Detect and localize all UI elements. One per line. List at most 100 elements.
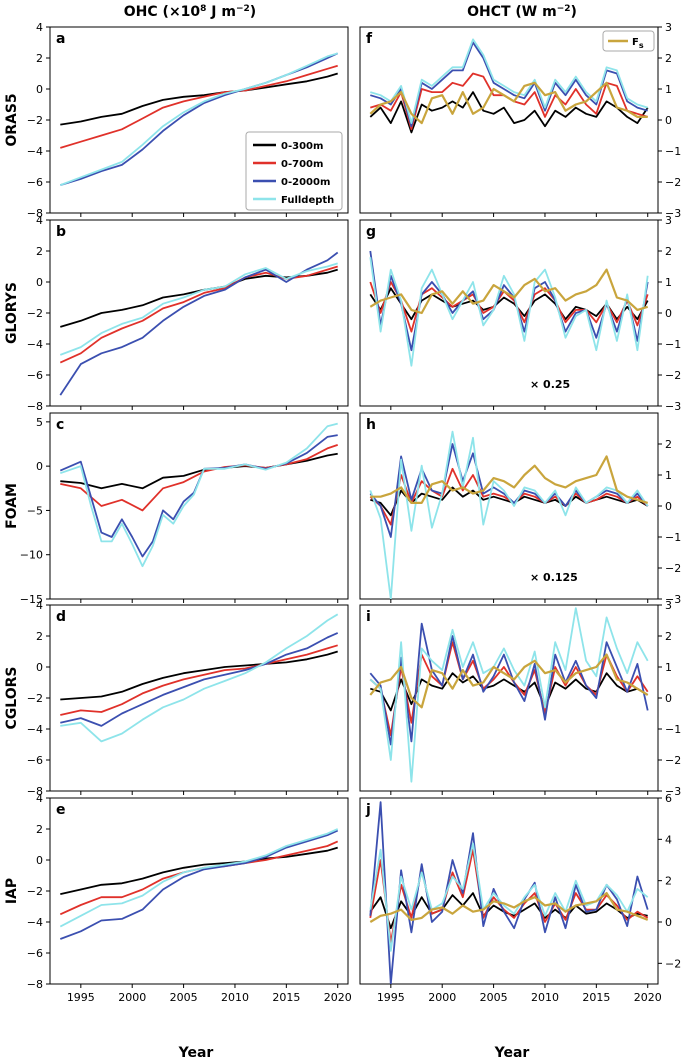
y-tick-label: 0 — [665, 916, 672, 929]
y-tick-label: 2 — [665, 245, 672, 258]
series-line-0-700m — [60, 444, 338, 512]
y-tick-label: 6 — [665, 792, 672, 805]
y-tick-label: −8 — [27, 207, 43, 220]
series-line-fulldepth — [60, 613, 339, 743]
row-label-oras5: ORAS5 — [4, 93, 20, 146]
row-label-cglors: CGLORS — [4, 667, 20, 730]
panel-label: a — [56, 31, 65, 47]
panel-f: 3 2 1 0 −1 −2 −3 f — [359, 21, 681, 220]
panel-label: h — [366, 417, 376, 433]
y-tick-label: 0 — [665, 307, 672, 320]
y-tick-label: 0 — [36, 661, 43, 674]
y-tick-label: 0 — [36, 276, 43, 289]
y-tick-label: −2 — [665, 754, 681, 767]
series-line-0-2000m — [60, 632, 339, 727]
y-tick-label: −1 — [665, 723, 681, 736]
y-tick-label: −6 — [27, 754, 43, 767]
panel-label: g — [366, 224, 376, 240]
panel-label: e — [56, 802, 66, 818]
y-tick-label: −8 — [27, 978, 43, 991]
series-line-fulldepth — [59, 52, 338, 186]
left-column-title: OHC (×108 J m−2) — [124, 4, 256, 20]
legend-label: Fs — [632, 37, 644, 50]
y-tick-label: −3 — [665, 400, 681, 413]
series-line-fulldepth — [60, 422, 338, 568]
legend-fs: Fs — [602, 30, 655, 52]
y-tick-label: −2 — [27, 307, 43, 320]
series-line-fs — [369, 892, 649, 923]
series-line-0-2000m — [59, 829, 339, 940]
y-tick-label: −1 — [665, 531, 681, 544]
panel-e: 4 2 0 −2 −4 −6 −8 1995 2000 2005 2010 2015 2020 e — [27, 792, 352, 1004]
y-tick-label: 1 — [665, 83, 672, 96]
panel-h: 2 1 0 −1 −2 −3 h × 0.125 — [359, 412, 681, 606]
y-tick-label: 3 — [665, 21, 672, 34]
y-tick-label: 2 — [36, 245, 43, 258]
series-line-0-300m — [370, 672, 649, 712]
y-tick-label: −2 — [665, 176, 681, 189]
series-line-0-2000m — [369, 622, 649, 746]
y-tick-label: 2 — [665, 630, 672, 643]
series-line-0-300m — [60, 650, 338, 701]
series-line-fulldepth — [59, 828, 339, 928]
y-tick-label: −2 — [27, 114, 43, 127]
x-tick-label: 2020 — [324, 991, 352, 1004]
x-tick-label: 2005 — [170, 991, 198, 1004]
x-tick-label: 1995 — [377, 991, 405, 1004]
y-tick-label: 2 — [665, 52, 672, 65]
y-tick-label: −2 — [665, 957, 681, 970]
series-line-fulldepth — [370, 38, 648, 124]
series-line-fs — [369, 268, 649, 315]
x-tick-label: 2005 — [480, 991, 508, 1004]
y-tick-label: −15 — [20, 593, 43, 606]
panel-j: 6 4 2 0 −2 1995 2000 2005 2010 2015 2020 j — [359, 792, 681, 1004]
y-tick-label: −6 — [27, 176, 43, 189]
y-tick-label: −2 — [27, 692, 43, 705]
series-line-fs — [370, 455, 649, 504]
x-tick-label: 2010 — [221, 991, 249, 1004]
y-tick-label: 0 — [36, 854, 43, 867]
x-tick-label: 2015 — [582, 991, 610, 1004]
series-line-0-2000m — [59, 434, 338, 558]
x-tick-label: 2000 — [428, 991, 456, 1004]
series-line-fs — [369, 653, 649, 709]
y-tick-label: −6 — [27, 947, 43, 960]
y-tick-label: 1 — [665, 276, 672, 289]
legend-ohc: 0-300m 0-700m 0-2000m Fulldepth — [245, 131, 343, 211]
y-tick-label: 5 — [36, 416, 43, 429]
series-line-fulldepth — [369, 842, 649, 952]
panel-frame — [49, 412, 349, 600]
y-tick-label: −2 — [27, 885, 43, 898]
y-tick-label: 2 — [665, 875, 672, 888]
panel-label: f — [366, 31, 373, 47]
panel-label: c — [56, 417, 64, 433]
series-line-0-700m — [369, 281, 649, 333]
series-line-fulldepth — [369, 257, 649, 367]
panel-frame — [359, 26, 659, 214]
panel-frame — [359, 412, 659, 600]
y-tick-label: 4 — [36, 599, 43, 612]
series-line-0-700m — [60, 64, 338, 149]
row-label-glorys: GLORYS — [4, 282, 20, 344]
legend-label: 0-2000m — [281, 177, 330, 188]
y-tick-label: −3 — [665, 207, 681, 220]
series-line-0-700m — [59, 840, 339, 916]
scale-annotation: × 0.125 — [530, 571, 578, 584]
y-tick-label: −4 — [27, 723, 43, 736]
y-tick-label: 3 — [665, 214, 672, 227]
legend-label: Fulldepth — [281, 195, 334, 206]
y-tick-label: 2 — [665, 438, 672, 451]
legend-label: 0-300m — [281, 141, 323, 152]
panel-label: b — [56, 224, 66, 240]
series-line-fulldepth — [369, 607, 649, 783]
panel-b: 4 2 0 −2 −4 −6 −8 b — [27, 214, 349, 413]
y-tick-label: −6 — [27, 369, 43, 382]
y-tick-label: −5 — [27, 504, 43, 517]
right-x-axis-label: Year — [494, 1045, 530, 1061]
y-tick-label: 4 — [36, 792, 43, 805]
y-tick-label: −4 — [27, 145, 43, 158]
y-tick-label: −2 — [665, 369, 681, 382]
series-line-fulldepth — [59, 262, 338, 356]
legend-box — [245, 131, 343, 211]
row-label-foam: FOAM — [4, 483, 20, 529]
